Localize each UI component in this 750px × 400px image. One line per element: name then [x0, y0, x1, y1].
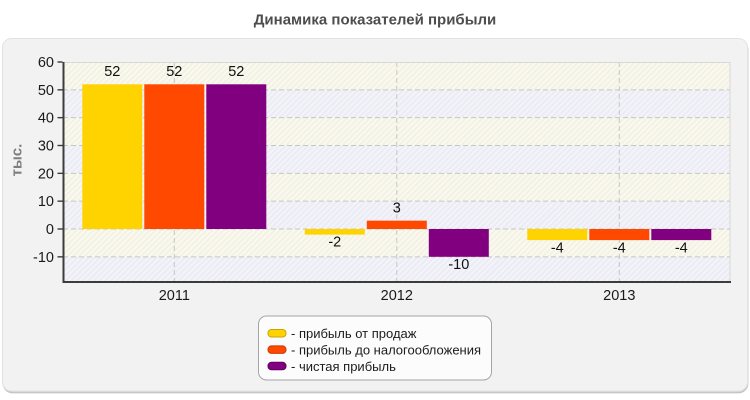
svg-text:10: 10	[38, 194, 54, 210]
svg-text:-10: -10	[448, 257, 469, 273]
svg-text:40: 40	[38, 111, 54, 127]
svg-text:-4: -4	[675, 241, 688, 257]
svg-text:2013: 2013	[603, 288, 635, 304]
svg-text:2012: 2012	[381, 288, 413, 304]
svg-text:0: 0	[46, 222, 54, 238]
svg-text:52: 52	[228, 64, 244, 80]
svg-text:50: 50	[38, 83, 54, 99]
svg-text:- прибыль до налогообложения: - прибыль до налогообложения	[291, 342, 481, 357]
svg-text:- чистая прибыль: - чистая прибыль	[291, 359, 396, 374]
svg-text:60: 60	[38, 55, 54, 71]
svg-text:тыс.: тыс.	[9, 144, 26, 177]
svg-text:Динамика показателей прибыли: Динамика показателей прибыли	[254, 12, 497, 29]
svg-text:-4: -4	[551, 241, 564, 257]
svg-text:3: 3	[393, 200, 401, 216]
svg-text:- прибыль от продаж: - прибыль от продаж	[291, 326, 417, 341]
svg-text:52: 52	[104, 64, 120, 80]
svg-text:2011: 2011	[159, 288, 190, 304]
svg-text:-4: -4	[613, 241, 626, 257]
svg-text:52: 52	[166, 64, 182, 80]
svg-text:20: 20	[38, 166, 54, 182]
svg-text:-2: -2	[328, 235, 341, 251]
svg-text:-10: -10	[33, 250, 54, 266]
svg-text:30: 30	[38, 139, 54, 155]
